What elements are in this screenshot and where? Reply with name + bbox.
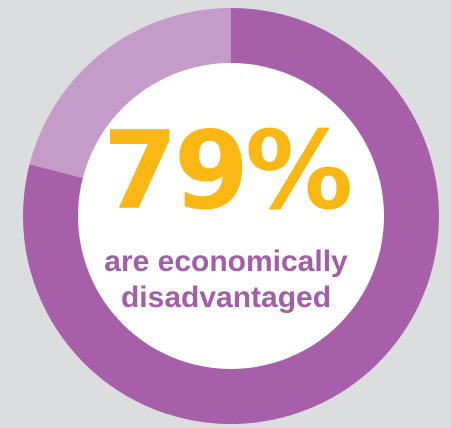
- percentage-caption: are economically disadvantaged: [104, 245, 348, 314]
- donut-hole: [78, 63, 384, 369]
- donut-ring: [23, 8, 440, 425]
- percentage-value: 79%: [102, 109, 354, 234]
- slice-remainder: [29, 8, 232, 179]
